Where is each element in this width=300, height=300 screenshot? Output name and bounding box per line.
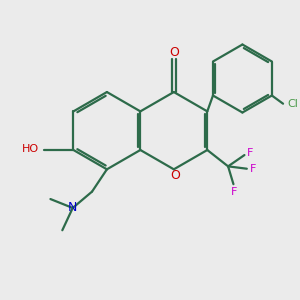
Text: Cl: Cl [287, 99, 298, 109]
Text: F: F [231, 187, 237, 197]
Text: HO: HO [22, 144, 39, 154]
Text: F: F [250, 164, 256, 174]
Text: N: N [68, 202, 77, 214]
Text: F: F [247, 148, 254, 158]
Text: O: O [170, 169, 180, 182]
Text: O: O [169, 46, 179, 59]
